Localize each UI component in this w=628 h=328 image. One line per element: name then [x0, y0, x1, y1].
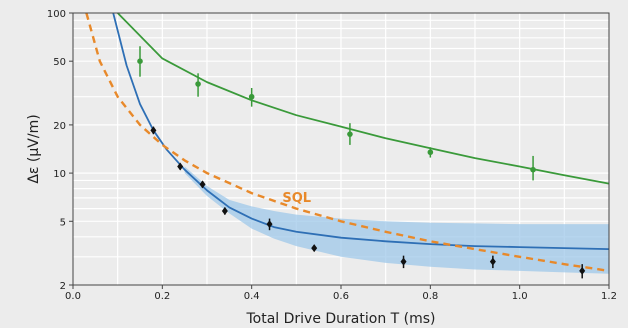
black-data-point — [266, 220, 273, 229]
x-tick-label: 1.0 — [512, 291, 528, 302]
green-fit-line — [117, 12, 610, 185]
y-tick-label: 100 — [47, 9, 66, 20]
green-data-point — [530, 166, 536, 173]
x-tick-label: 0.0 — [65, 291, 81, 302]
x-tick-label: 0.2 — [154, 291, 170, 302]
ticks: 0.0 0.2 0.4 0.6 0.8 1.0 1.2 2 5 10 20 50 100 — [47, 9, 617, 302]
black-data-point — [400, 257, 407, 266]
x-tick-label: 0.4 — [244, 291, 260, 302]
blue-fit-line — [112, 12, 610, 251]
y-tick-label: 5 — [60, 217, 66, 228]
black-data-point — [221, 206, 228, 215]
green-data-point — [347, 131, 353, 137]
black-data-point — [199, 180, 206, 189]
green-data-point — [195, 81, 201, 87]
sql-dashed-line — [85, 12, 610, 273]
black-data-point — [150, 126, 157, 135]
black-data-point — [311, 244, 318, 253]
x-tick-label: 0.6 — [333, 291, 349, 302]
y-tick-label: 2 — [60, 281, 66, 292]
y-tick-label: 50 — [53, 57, 66, 68]
green-data-point — [137, 58, 143, 64]
black-data-point — [177, 162, 184, 171]
x-tick-label: 1.2 — [601, 291, 617, 302]
y-axis-title: Δε (μV/m) — [26, 114, 42, 183]
y-tick-label: 10 — [53, 169, 66, 180]
green-data-point — [248, 93, 255, 100]
green-data-point — [427, 149, 434, 156]
y-tick-label: 20 — [53, 121, 66, 132]
sql-annotation: SQL — [282, 191, 311, 206]
series-lines — [85, 12, 610, 273]
black-data-point — [489, 257, 496, 266]
x-axis-title: Total Drive Duration T (ms) — [245, 311, 435, 327]
data-points — [137, 46, 586, 279]
black-data-point — [579, 266, 586, 275]
x-tick-label: 0.8 — [422, 291, 438, 302]
